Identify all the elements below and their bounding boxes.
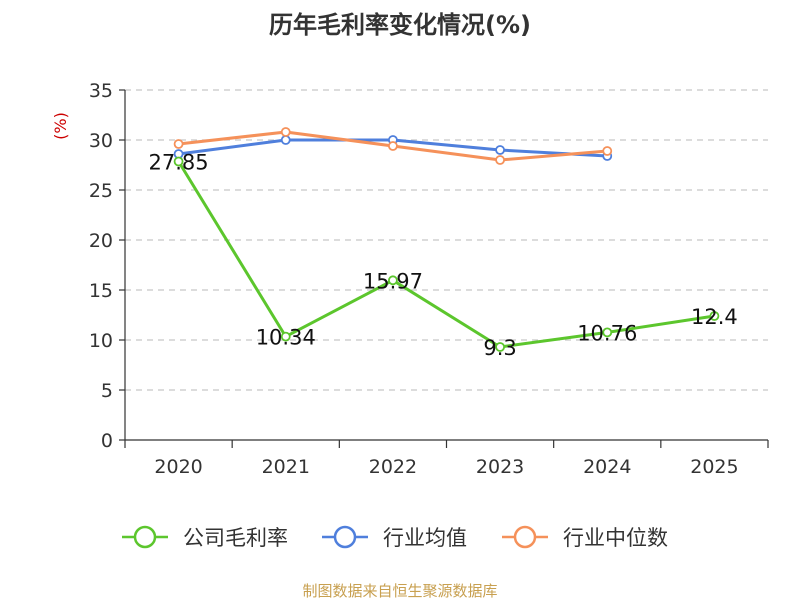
data-point bbox=[280, 127, 291, 137]
source-note: 制图数据来自恒生聚源数据库 bbox=[302, 582, 497, 600]
data-point bbox=[495, 342, 505, 352]
y-axis-unit-label: (%) bbox=[51, 112, 70, 140]
data-point bbox=[388, 275, 398, 286]
data-label: 10.76 bbox=[577, 321, 637, 345]
legend-marker bbox=[333, 525, 357, 549]
series-line-0 bbox=[177, 160, 715, 349]
data-point bbox=[173, 139, 184, 149]
y-tick-label: 15 bbox=[89, 280, 113, 302]
data-point bbox=[280, 331, 291, 342]
data-label: 9.3 bbox=[483, 336, 516, 360]
data-label: 12.4 bbox=[691, 305, 738, 329]
grid-lines bbox=[125, 89, 768, 391]
y-tick-label: 10 bbox=[89, 330, 113, 352]
legend-label: 行业均值 bbox=[383, 526, 467, 550]
data-point bbox=[709, 311, 720, 321]
data-point bbox=[495, 145, 505, 155]
y-tick-label: 30 bbox=[89, 130, 113, 152]
legend: 公司毛利率 行业均值 行业中位数 bbox=[122, 525, 668, 550]
x-tick-label: 2025 bbox=[690, 456, 738, 478]
y-tick-label: 25 bbox=[89, 180, 113, 202]
y-tick-label: 35 bbox=[89, 80, 113, 102]
data-label: 10.34 bbox=[256, 326, 316, 350]
series-lines bbox=[173, 127, 720, 352]
legend-label: 公司毛利率 bbox=[183, 526, 288, 550]
y-tick-label: 5 bbox=[101, 380, 113, 402]
legend-label: 行业中位数 bbox=[563, 526, 668, 550]
y-tick-label: 0 bbox=[101, 430, 113, 452]
data-label: 15.97 bbox=[363, 269, 423, 293]
data-point bbox=[602, 327, 613, 338]
data-labels: 27.85 10.34 15.97 9.3 10.76 12.4 bbox=[149, 151, 738, 361]
chart-title: 历年毛利率变化情况(%) bbox=[269, 11, 531, 39]
x-tick-label: 2020 bbox=[154, 456, 202, 478]
data-point bbox=[280, 135, 291, 145]
y-tick-label: 20 bbox=[89, 230, 113, 252]
data-label: 27.85 bbox=[149, 151, 209, 175]
legend-marker bbox=[133, 525, 157, 549]
x-tick-label: 2022 bbox=[369, 456, 417, 478]
x-tick-label: 2021 bbox=[262, 456, 310, 478]
data-point bbox=[173, 156, 184, 167]
data-point bbox=[602, 146, 613, 156]
x-tick-label: 2024 bbox=[583, 456, 631, 478]
x-tick-label: 2023 bbox=[476, 456, 524, 478]
legend-marker bbox=[513, 525, 537, 549]
data-point bbox=[495, 155, 505, 165]
data-point bbox=[388, 141, 398, 151]
